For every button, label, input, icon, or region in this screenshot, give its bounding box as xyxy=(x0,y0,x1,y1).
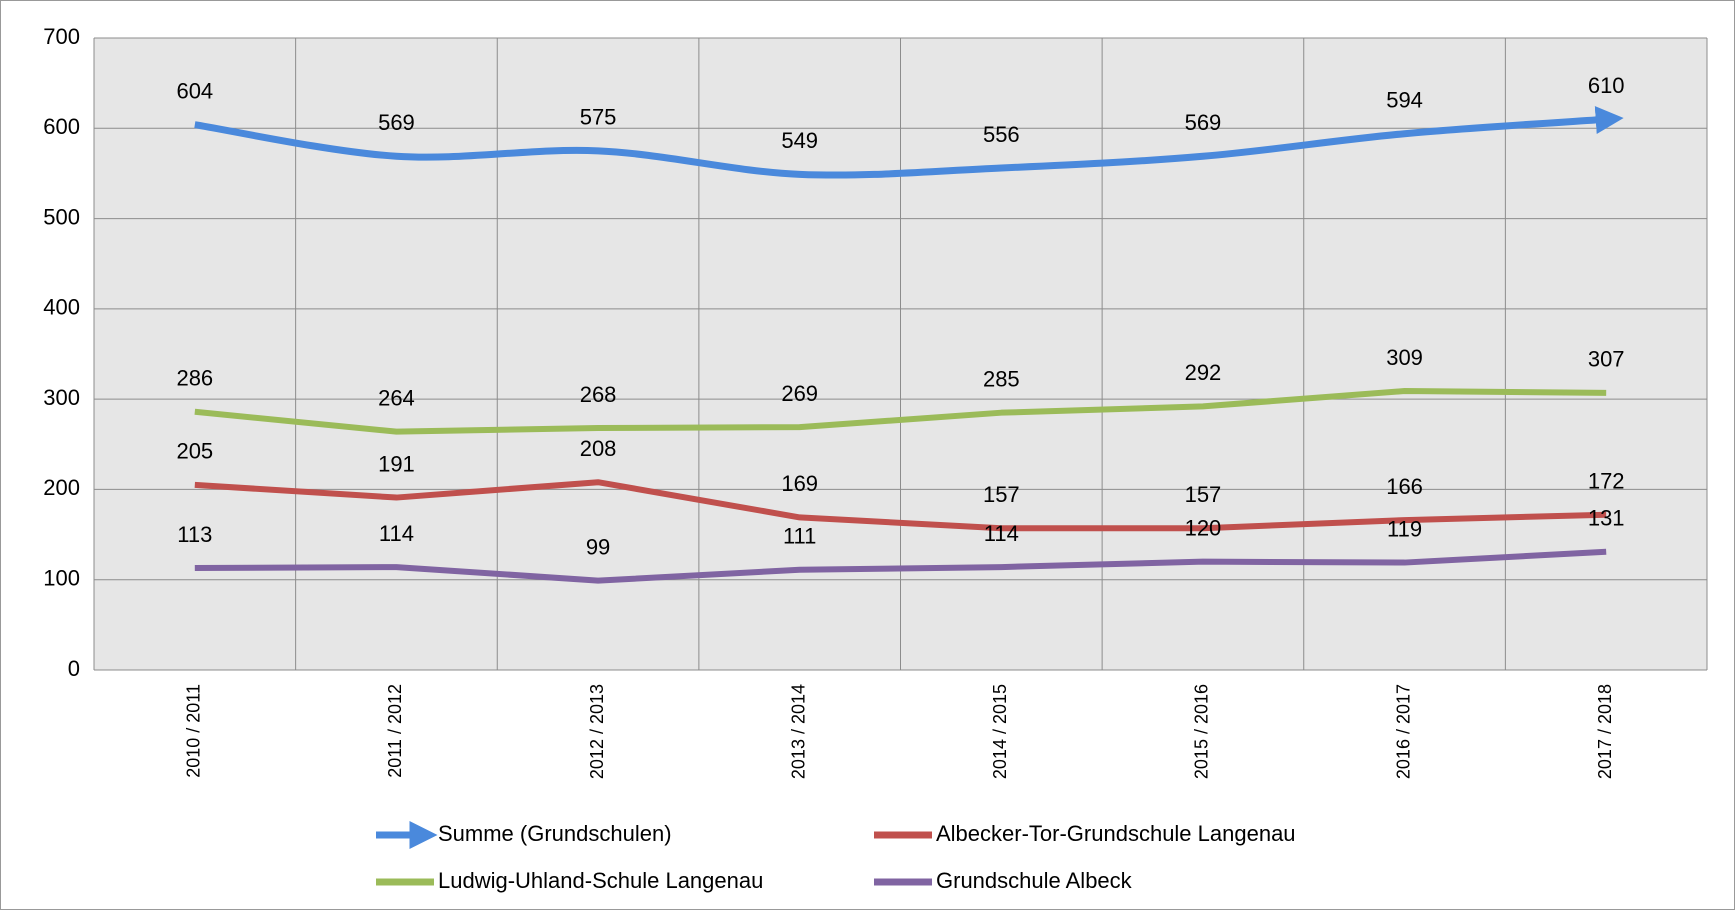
data-label: 166 xyxy=(1386,474,1423,499)
data-label: 569 xyxy=(1185,110,1222,135)
data-label: 169 xyxy=(781,471,818,496)
data-label: 292 xyxy=(1185,360,1222,385)
legend-label: Grundschule Albeck xyxy=(936,868,1133,893)
data-label: 172 xyxy=(1588,469,1625,494)
data-label: 157 xyxy=(983,482,1020,507)
data-label: 549 xyxy=(781,128,818,153)
legend-label: Albecker-Tor-Grundschule Langenau xyxy=(936,821,1296,846)
series-line xyxy=(194,388,1607,435)
y-tick-label: 200 xyxy=(43,475,80,500)
y-tick-label: 100 xyxy=(43,566,80,591)
data-label: 208 xyxy=(580,436,617,461)
data-label: 264 xyxy=(378,385,415,410)
data-label: 114 xyxy=(379,521,414,546)
x-tick-label: 2017 / 2018 xyxy=(1595,684,1615,779)
y-tick-label: 500 xyxy=(43,204,80,229)
y-tick-label: 400 xyxy=(43,295,80,320)
data-label: 120 xyxy=(1185,515,1222,540)
data-label: 594 xyxy=(1386,88,1423,113)
data-label: 286 xyxy=(176,366,213,391)
data-label: 307 xyxy=(1588,347,1625,372)
data-label: 157 xyxy=(1185,482,1222,507)
x-tick-label: 2010 / 2011 xyxy=(184,684,204,778)
data-label: 191 xyxy=(378,451,415,476)
data-label: 309 xyxy=(1386,345,1423,370)
y-tick-label: 0 xyxy=(68,656,80,681)
y-tick-label: 300 xyxy=(43,385,80,410)
data-label: 269 xyxy=(781,381,818,406)
data-label: 99 xyxy=(586,534,610,559)
x-tick-label: 2011 / 2012 xyxy=(385,684,405,778)
x-tick-label: 2016 / 2017 xyxy=(1393,684,1413,779)
x-tick-label: 2013 / 2014 xyxy=(788,684,808,779)
data-label: 111 xyxy=(783,524,816,549)
data-label: 556 xyxy=(983,122,1020,147)
series-line xyxy=(194,548,1607,584)
data-label: 569 xyxy=(378,110,415,135)
x-tick-label: 2015 / 2016 xyxy=(1192,684,1212,779)
data-label: 131 xyxy=(1588,506,1625,531)
data-label: 114 xyxy=(984,521,1019,546)
legend-label: Summe (Grundschulen) xyxy=(438,821,672,846)
data-label: 113 xyxy=(177,522,212,547)
legend-label: Ludwig-Uhland-Schule Langenau xyxy=(438,868,763,893)
series-line xyxy=(194,479,1607,532)
data-label: 604 xyxy=(176,78,213,103)
x-tick-label: 2012 / 2013 xyxy=(587,684,607,779)
data-label: 268 xyxy=(580,382,617,407)
data-label: 610 xyxy=(1588,73,1625,98)
data-label: 205 xyxy=(176,439,213,464)
data-label: 285 xyxy=(983,366,1020,391)
data-label: 119 xyxy=(1387,516,1422,541)
data-label: 575 xyxy=(580,105,617,130)
y-tick-label: 600 xyxy=(43,114,80,139)
x-tick-label: 2014 / 2015 xyxy=(990,684,1010,779)
y-tick-label: 700 xyxy=(43,24,80,49)
series-line xyxy=(194,106,1624,179)
